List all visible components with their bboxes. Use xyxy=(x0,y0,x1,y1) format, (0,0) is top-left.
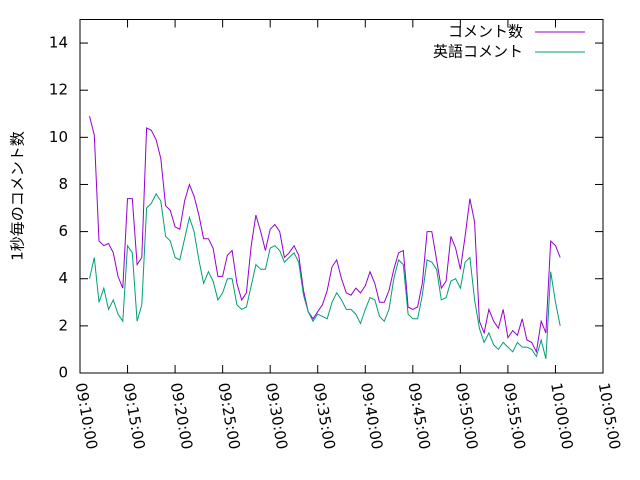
y-tick-label: 8 xyxy=(58,175,68,193)
x-tick-label: 10:05:00 xyxy=(595,381,624,450)
x-tick-label: 09:50:00 xyxy=(452,381,481,450)
series-line xyxy=(89,115,561,354)
y-tick-label: 12 xyxy=(49,81,68,99)
x-tick-label: 09:15:00 xyxy=(119,381,148,450)
legend-label: コメント数 xyxy=(448,23,523,41)
y-tick-label: 4 xyxy=(58,269,68,287)
x-tick-label: 09:25:00 xyxy=(214,381,243,450)
series-line xyxy=(89,192,561,360)
x-tick-label: 09:40:00 xyxy=(357,381,386,450)
plot-border xyxy=(79,19,604,374)
x-tick-label: 09:55:00 xyxy=(500,381,529,450)
y-tick-label: 6 xyxy=(58,222,68,240)
x-tick-label: 09:35:00 xyxy=(309,381,338,450)
y-tick-label: 0 xyxy=(58,364,68,382)
y-tick-label: 2 xyxy=(58,316,68,334)
x-tick-label: 09:30:00 xyxy=(262,381,291,450)
x-tick-label: 10:00:00 xyxy=(547,381,576,450)
legend-label: 英語コメント xyxy=(433,43,523,61)
x-tick-label: 09:45:00 xyxy=(404,381,433,450)
x-tick-label: 09:20:00 xyxy=(167,381,196,450)
y-tick-label: 10 xyxy=(49,128,68,146)
y-tick-label: 14 xyxy=(49,34,68,52)
y-axis-label: 1秒毎のコメント数 xyxy=(9,131,27,261)
x-tick-label: 09:10:00 xyxy=(72,381,101,450)
